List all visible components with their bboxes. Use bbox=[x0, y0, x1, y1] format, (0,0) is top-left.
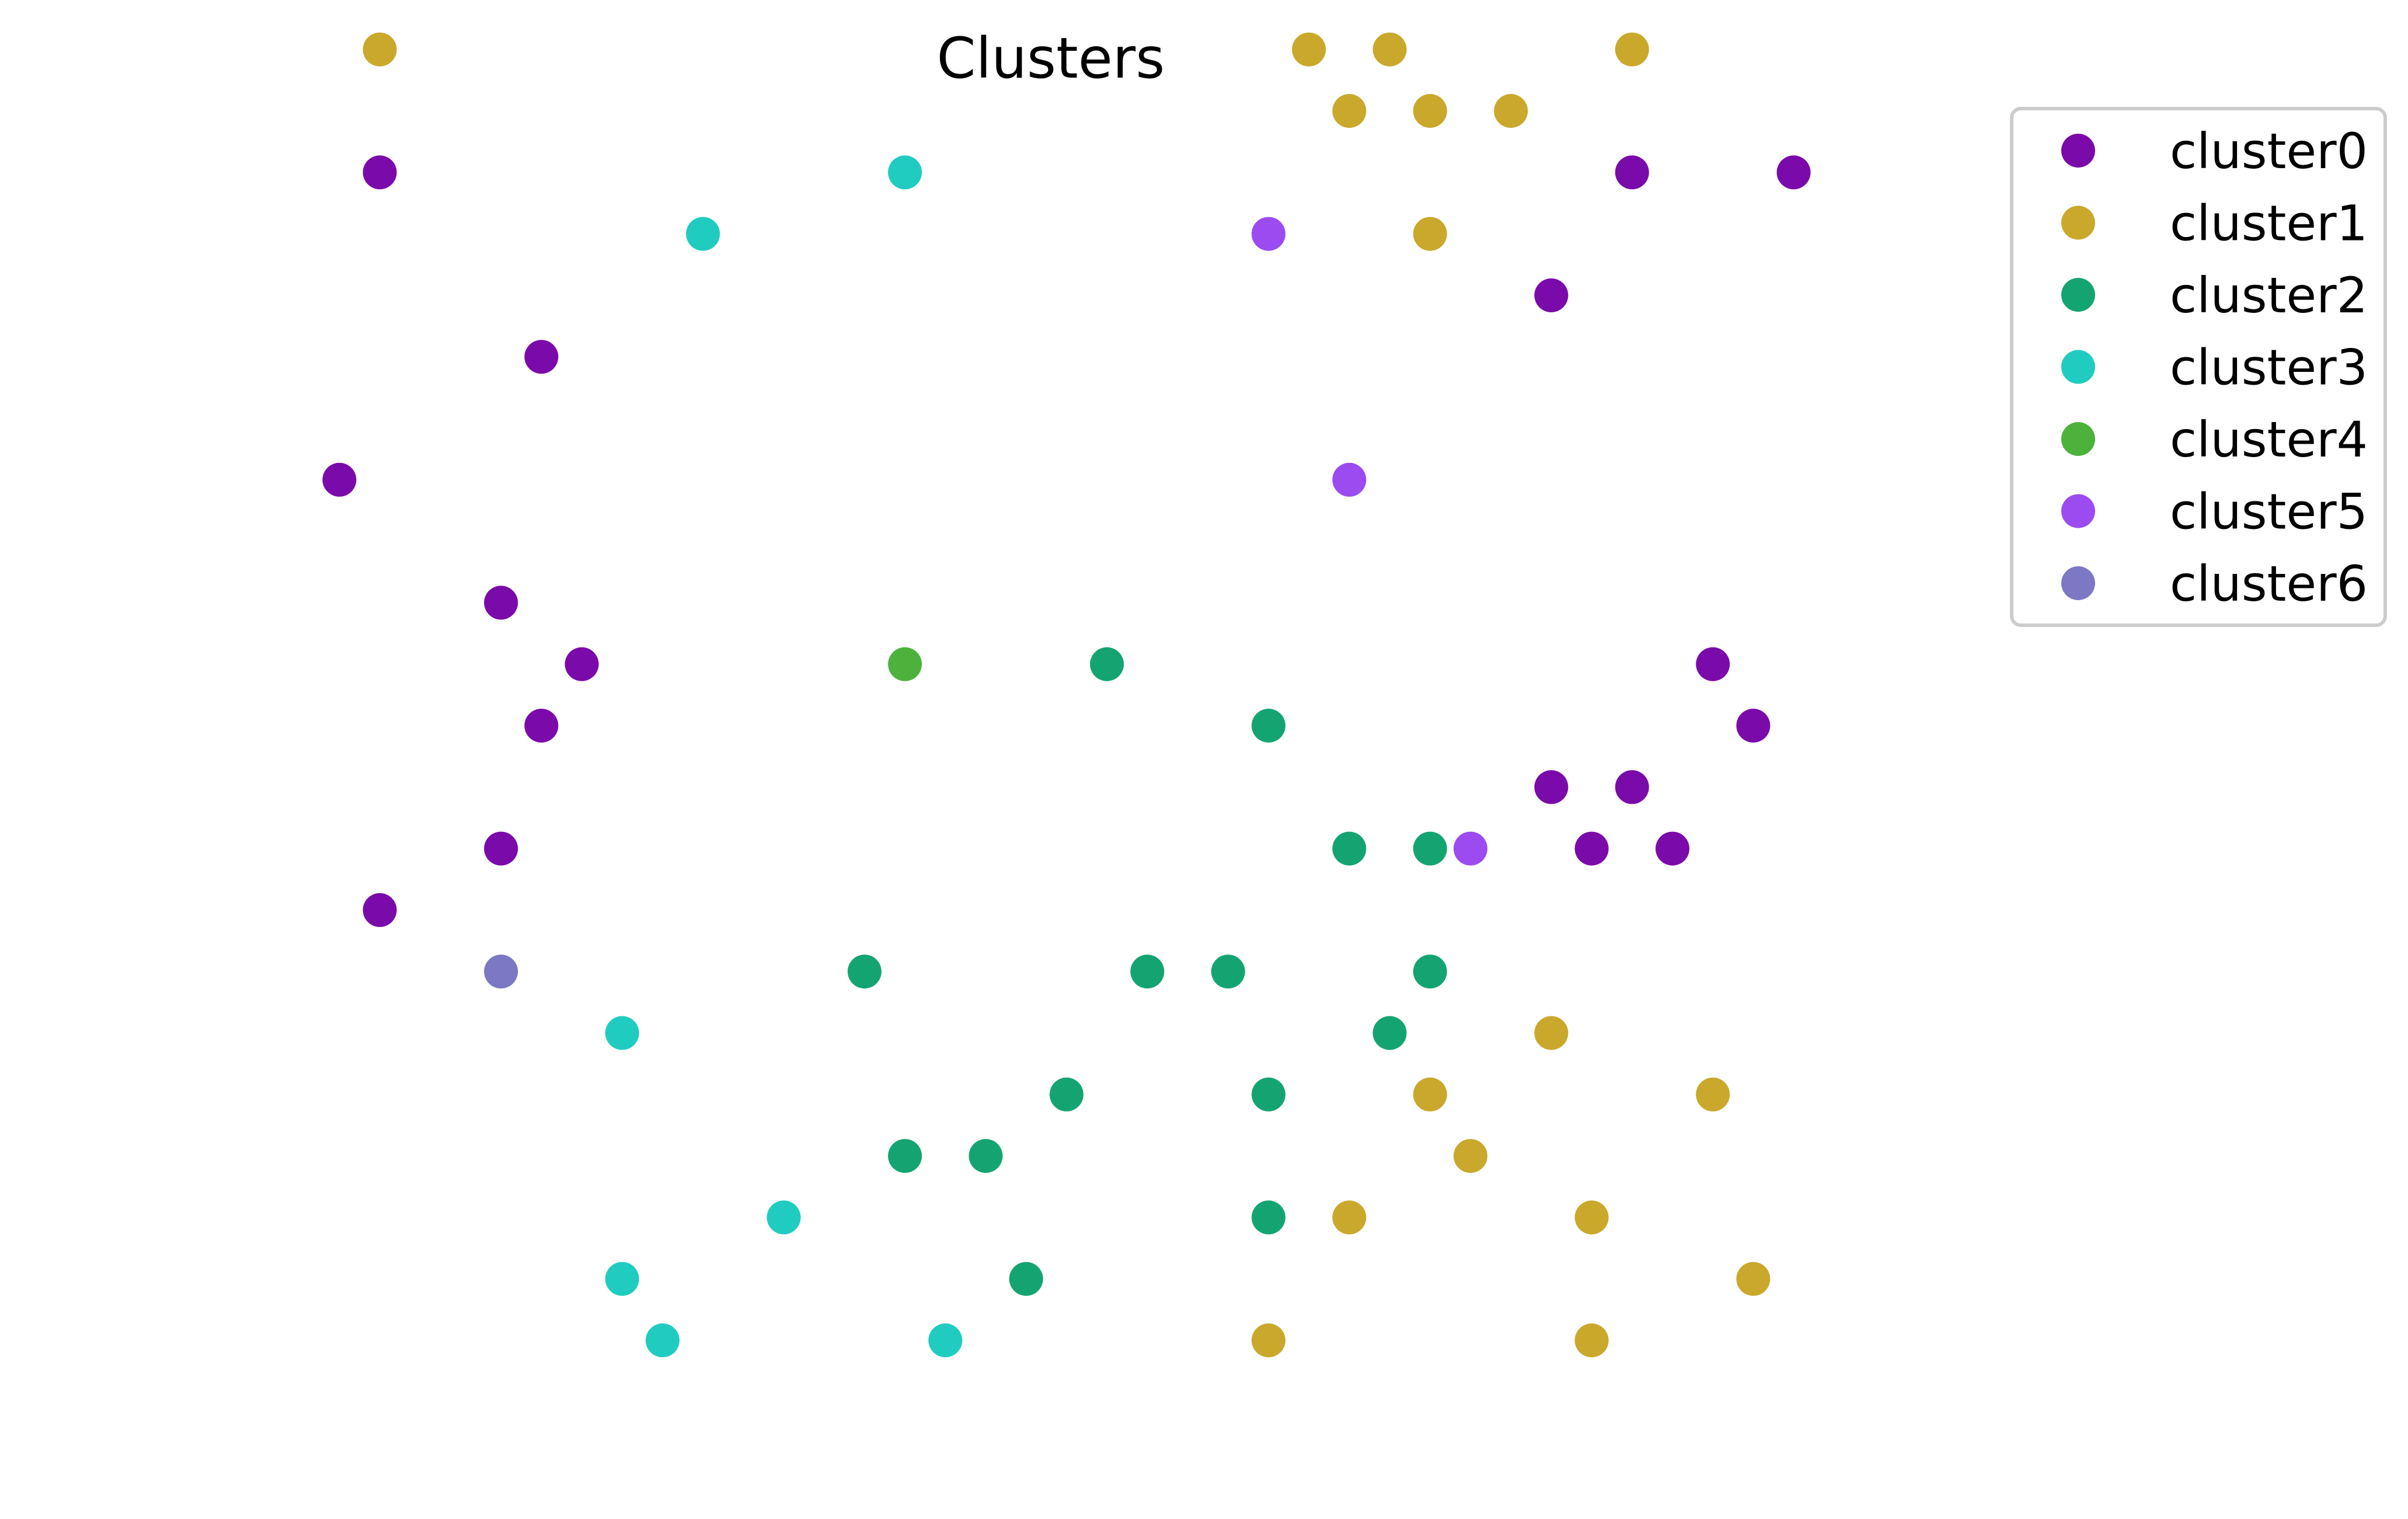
data-point-cluster2-13 bbox=[1252, 1200, 1285, 1235]
data-point-cluster5-2 bbox=[1454, 831, 1487, 866]
data-point-cluster3-1 bbox=[686, 217, 720, 251]
data-point-cluster3-5 bbox=[646, 1323, 679, 1357]
legend-label-cluster3: cluster3 bbox=[2170, 339, 2368, 396]
data-point-cluster2-2 bbox=[1332, 831, 1367, 866]
legend-label-cluster2: cluster2 bbox=[2170, 267, 2368, 324]
data-point-cluster0-3 bbox=[484, 586, 518, 620]
data-point-cluster2-8 bbox=[1372, 1016, 1407, 1050]
data-point-cluster1-14 bbox=[1736, 1262, 1771, 1296]
data-point-cluster0-8 bbox=[1615, 155, 1649, 190]
legend-label-cluster6: cluster6 bbox=[2170, 555, 2368, 612]
legend: cluster0 cluster1 cluster2 cluster3 cluster4… bbox=[2010, 107, 2387, 627]
data-point-cluster2-12 bbox=[968, 1139, 1003, 1173]
data-point-cluster0-9 bbox=[1776, 155, 1811, 190]
data-point-cluster1-8 bbox=[1534, 1016, 1569, 1050]
data-point-cluster3-2 bbox=[605, 1016, 639, 1050]
data-point-cluster1-15 bbox=[1252, 1323, 1285, 1357]
data-point-cluster0-12 bbox=[1736, 709, 1771, 743]
data-point-cluster2-9 bbox=[1050, 1077, 1083, 1112]
data-point-cluster3-3 bbox=[766, 1200, 801, 1235]
data-point-cluster0-7 bbox=[363, 893, 397, 927]
data-point-cluster0-4 bbox=[564, 647, 599, 681]
data-point-cluster1-9 bbox=[1413, 1077, 1447, 1112]
legend-frame bbox=[2010, 107, 2387, 627]
data-point-cluster3-0 bbox=[888, 155, 922, 190]
data-point-cluster5-0 bbox=[1252, 217, 1285, 251]
data-point-cluster2-0 bbox=[1090, 647, 1124, 681]
data-point-cluster1-2 bbox=[1372, 32, 1407, 67]
data-point-cluster4-0 bbox=[888, 647, 922, 681]
data-point-cluster2-5 bbox=[1130, 954, 1165, 989]
data-point-cluster2-1 bbox=[1252, 709, 1285, 743]
data-point-cluster0-1 bbox=[524, 340, 559, 374]
data-point-cluster5-1 bbox=[1332, 462, 1367, 497]
legend-marker-cluster0 bbox=[2061, 134, 2095, 168]
legend-label-cluster5: cluster5 bbox=[2170, 483, 2368, 541]
legend-marker-cluster4 bbox=[2061, 422, 2095, 456]
data-point-cluster1-4 bbox=[1332, 94, 1367, 128]
legend-items: cluster0 cluster1 cluster2 cluster3 cluster4… bbox=[2061, 123, 2368, 612]
data-point-cluster2-11 bbox=[888, 1139, 922, 1173]
legend-marker-cluster1 bbox=[2061, 205, 2095, 240]
points-layer bbox=[322, 32, 1811, 1357]
data-point-cluster3-4 bbox=[605, 1262, 639, 1296]
data-point-cluster1-13 bbox=[1574, 1200, 1609, 1235]
data-point-cluster0-14 bbox=[1615, 770, 1649, 804]
data-point-cluster1-6 bbox=[1494, 94, 1528, 128]
data-point-cluster3-6 bbox=[928, 1323, 963, 1357]
legend-marker-cluster5 bbox=[2061, 494, 2095, 528]
data-point-cluster1-11 bbox=[1454, 1139, 1487, 1173]
data-point-cluster0-16 bbox=[1656, 831, 1689, 866]
data-point-cluster2-6 bbox=[1211, 954, 1245, 989]
data-point-cluster0-6 bbox=[484, 831, 518, 866]
legend-label-cluster1: cluster1 bbox=[2170, 195, 2368, 252]
legend-marker-cluster6 bbox=[2061, 566, 2095, 600]
data-point-cluster1-1 bbox=[1292, 32, 1326, 67]
chart-title: Clusters bbox=[937, 26, 1165, 91]
data-point-cluster2-10 bbox=[1252, 1077, 1285, 1112]
data-point-cluster1-12 bbox=[1332, 1200, 1367, 1235]
data-point-cluster2-3 bbox=[1413, 831, 1447, 866]
data-point-cluster0-0 bbox=[363, 155, 397, 190]
data-point-cluster2-14 bbox=[1009, 1262, 1043, 1296]
data-point-cluster0-10 bbox=[1534, 278, 1569, 312]
data-point-cluster0-2 bbox=[322, 462, 357, 497]
data-point-cluster1-0 bbox=[363, 32, 397, 67]
legend-label-cluster0: cluster0 bbox=[2170, 123, 2368, 180]
data-point-cluster1-7 bbox=[1413, 217, 1447, 251]
data-point-cluster1-3 bbox=[1615, 32, 1649, 67]
legend-marker-cluster2 bbox=[2061, 278, 2095, 312]
data-point-cluster0-11 bbox=[1696, 647, 1730, 681]
data-point-cluster0-13 bbox=[1534, 770, 1569, 804]
data-point-cluster6-0 bbox=[484, 954, 518, 989]
data-point-cluster0-15 bbox=[1574, 831, 1609, 866]
data-point-cluster1-5 bbox=[1413, 94, 1447, 128]
data-point-cluster1-10 bbox=[1696, 1077, 1730, 1112]
data-point-cluster2-7 bbox=[1413, 954, 1447, 989]
data-point-cluster1-16 bbox=[1574, 1323, 1609, 1357]
legend-marker-cluster3 bbox=[2061, 350, 2095, 384]
legend-label-cluster4: cluster4 bbox=[2170, 411, 2368, 468]
data-point-cluster2-4 bbox=[848, 954, 881, 989]
data-point-cluster0-5 bbox=[524, 709, 559, 743]
